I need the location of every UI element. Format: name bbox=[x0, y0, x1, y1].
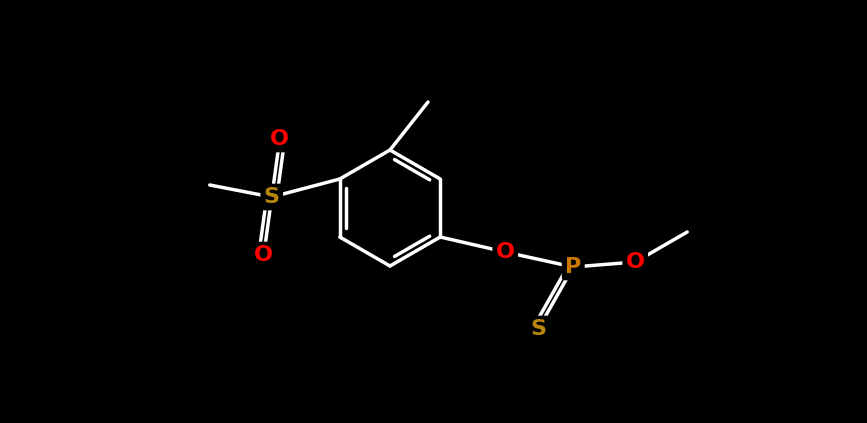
Text: P: P bbox=[565, 257, 582, 277]
Text: O: O bbox=[496, 242, 515, 262]
Text: O: O bbox=[254, 245, 273, 265]
Text: O: O bbox=[626, 252, 645, 272]
Text: S: S bbox=[264, 187, 280, 207]
Text: O: O bbox=[271, 129, 290, 149]
Text: S: S bbox=[531, 319, 546, 339]
